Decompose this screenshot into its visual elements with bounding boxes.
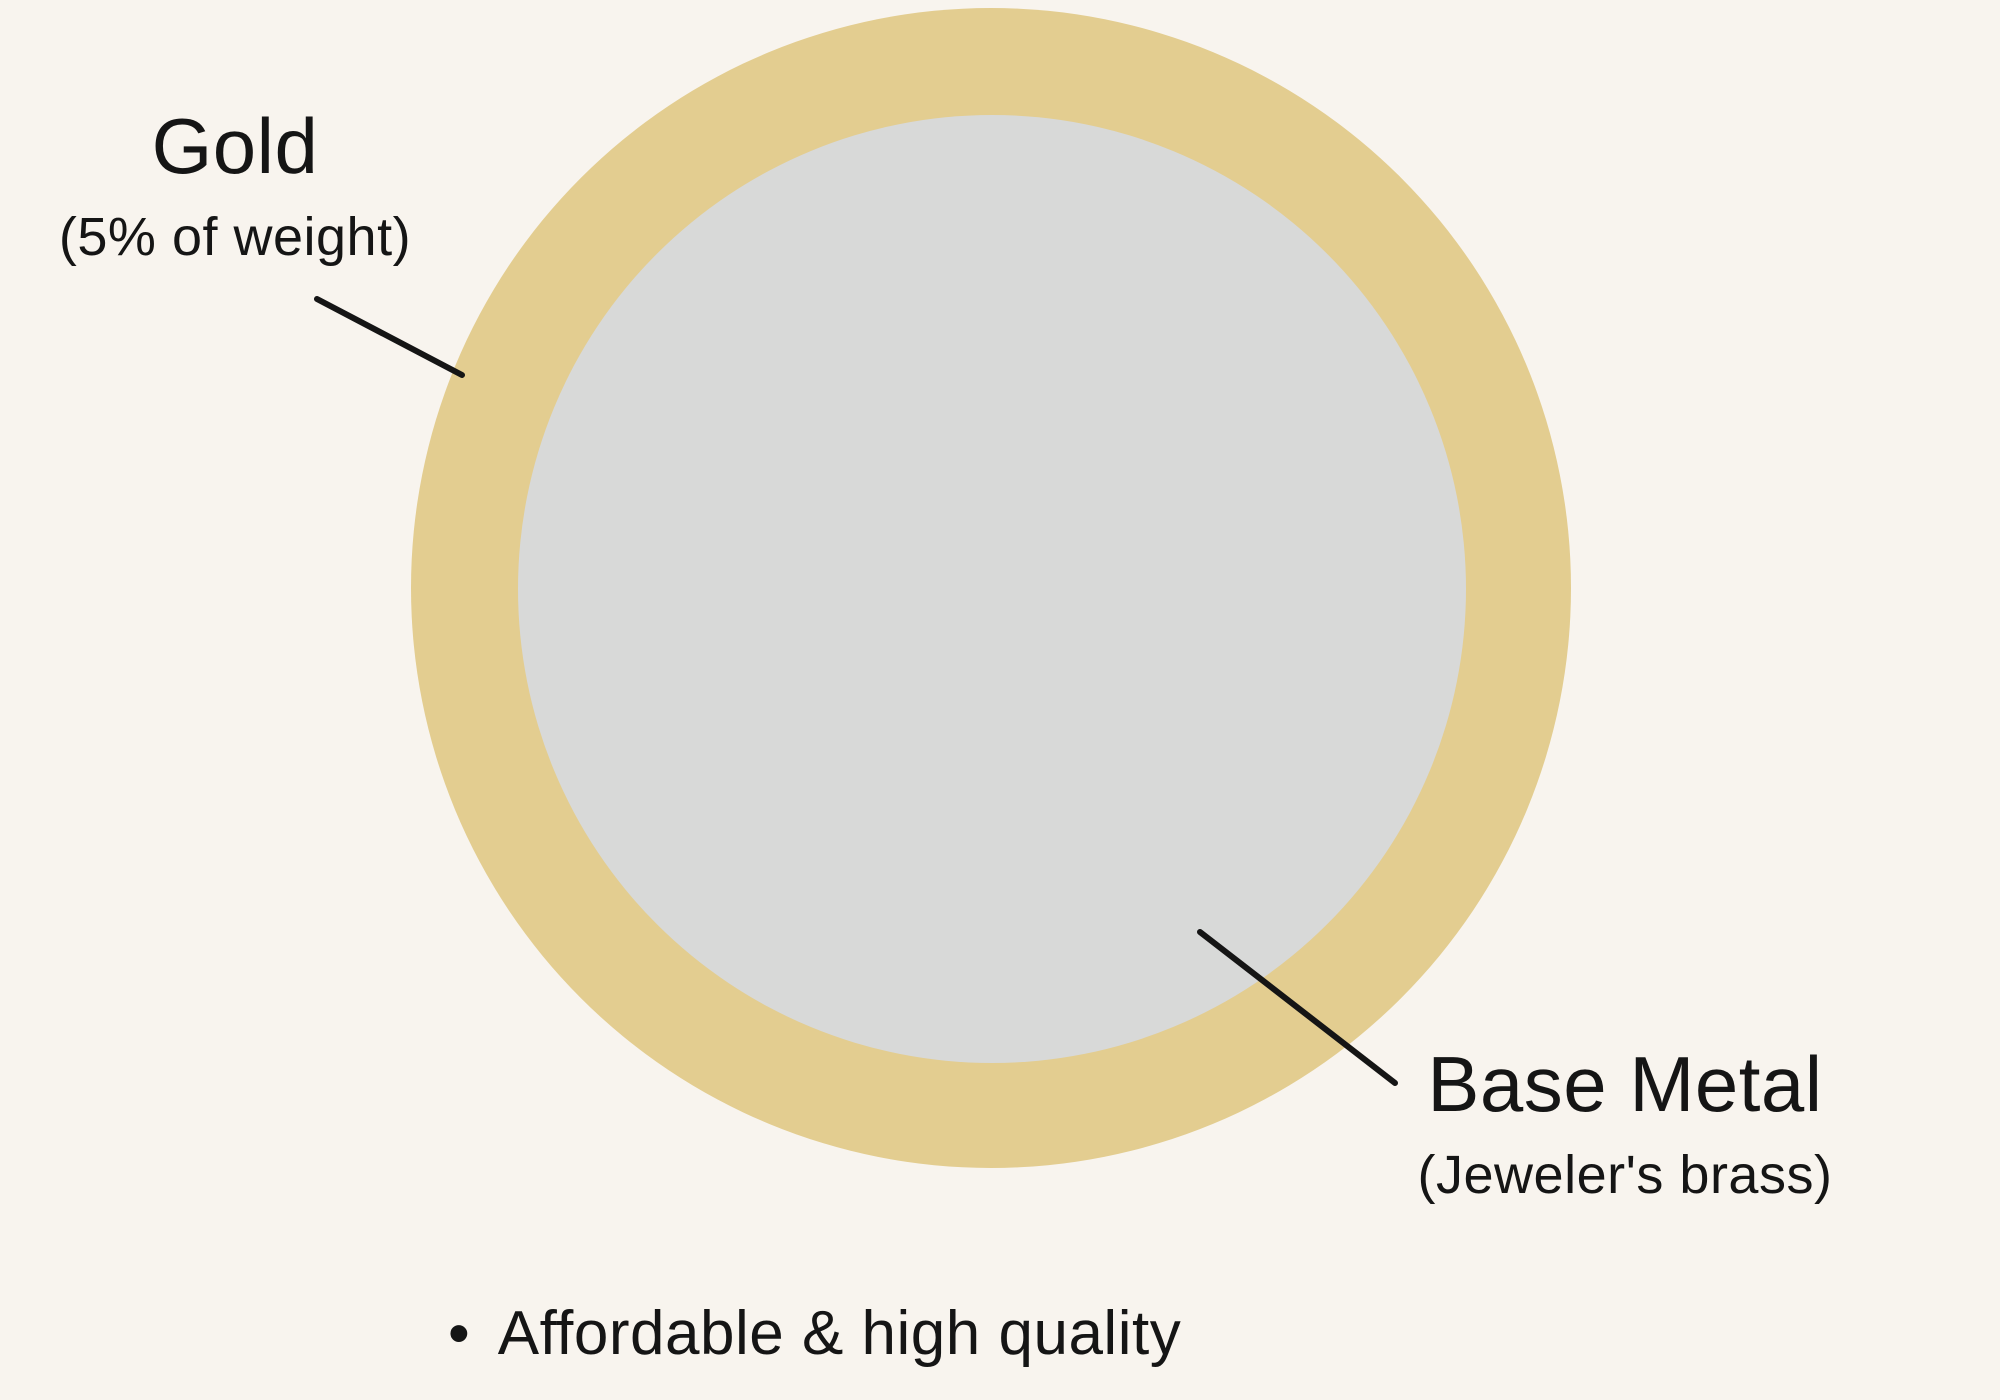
gold-leader-line (314, 296, 465, 378)
gold-label: Gold (5% of weight) (40, 104, 430, 268)
base-metal-core-circle (518, 115, 1466, 1063)
affordability-bullet-text: Affordable & high quality (497, 1299, 1182, 1368)
gold-label-subtitle: (5% of weight) (58, 207, 412, 268)
base-metal-label: Base Metal (Jeweler's brass) (1410, 1042, 1840, 1206)
base-metal-label-title: Base Metal (1427, 1040, 1823, 1128)
affordability-bullet-item: • Affordable & high quality (448, 1298, 1181, 1369)
base-metal-leader-line (1197, 929, 1398, 1086)
bullet-marker: • (448, 1299, 470, 1368)
base-metal-label-subtitle: (Jeweler's brass) (1417, 1145, 1833, 1206)
gold-label-title: Gold (151, 102, 319, 190)
